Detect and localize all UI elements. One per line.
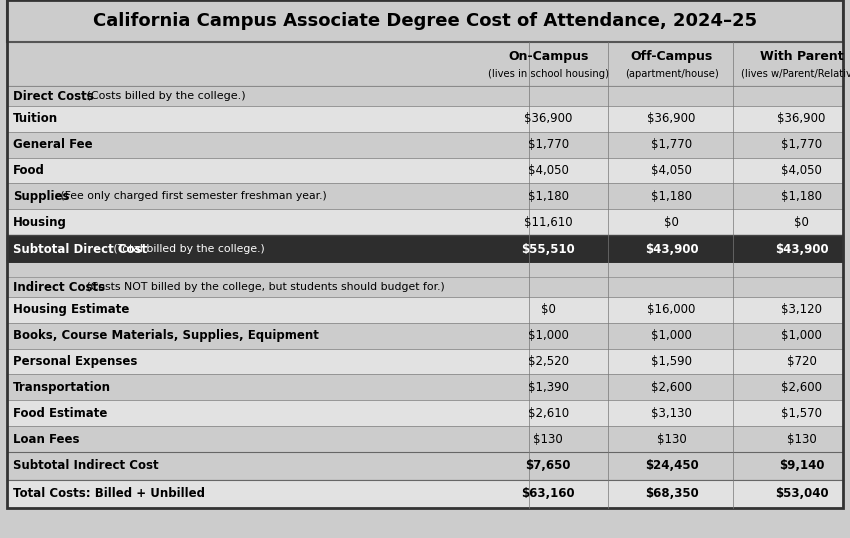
Text: $1,770: $1,770 [528, 138, 569, 151]
Text: $3,130: $3,130 [651, 407, 692, 420]
Text: $1,180: $1,180 [651, 190, 692, 203]
Bar [7, 0, 843, 42]
Text: Total Costs: Billed + Unbilled: Total Costs: Billed + Unbilled [13, 487, 205, 500]
Text: $1,770: $1,770 [781, 138, 822, 151]
Text: $43,900: $43,900 [644, 243, 699, 256]
Bar [7, 235, 843, 263]
Text: Off-Campus: Off-Campus [631, 49, 712, 62]
Text: (lives in school housing): (lives in school housing) [488, 69, 609, 79]
Text: $1,180: $1,180 [528, 190, 569, 203]
Text: $4,050: $4,050 [781, 164, 822, 177]
Text: $11,610: $11,610 [524, 216, 573, 229]
Text: $4,050: $4,050 [651, 164, 692, 177]
Text: (Total billed by the college.): (Total billed by the college.) [110, 244, 264, 254]
Text: $16,000: $16,000 [648, 303, 695, 316]
Text: $1,000: $1,000 [781, 329, 822, 342]
Text: Tuition: Tuition [13, 112, 58, 125]
Text: $1,000: $1,000 [528, 329, 569, 342]
Text: $2,600: $2,600 [781, 381, 822, 394]
Text: Indirect Costs: Indirect Costs [13, 280, 105, 294]
Text: On-Campus: On-Campus [508, 49, 588, 62]
Text: Personal Expenses: Personal Expenses [13, 355, 137, 368]
Text: $55,510: $55,510 [521, 243, 575, 256]
Text: $2,520: $2,520 [528, 355, 569, 368]
Text: $1,390: $1,390 [528, 381, 569, 394]
Text: $130: $130 [656, 433, 686, 445]
Text: $4,050: $4,050 [528, 164, 569, 177]
Text: (Costs billed by the college.): (Costs billed by the college.) [83, 91, 246, 101]
Text: $3,120: $3,120 [781, 303, 822, 316]
Bar [7, 263, 843, 277]
Bar [7, 106, 843, 132]
Text: Supplies: Supplies [13, 190, 69, 203]
Text: $36,900: $36,900 [778, 112, 825, 125]
Text: Subtotal Indirect Cost: Subtotal Indirect Cost [13, 459, 158, 472]
Text: $68,350: $68,350 [644, 487, 699, 500]
Text: $1,000: $1,000 [651, 329, 692, 342]
Bar [7, 323, 843, 349]
Bar [7, 349, 843, 374]
Text: $63,160: $63,160 [521, 487, 575, 500]
Text: $0: $0 [664, 216, 679, 229]
Text: $43,900: $43,900 [774, 243, 829, 256]
Text: $7,650: $7,650 [525, 459, 571, 472]
Text: $2,610: $2,610 [528, 407, 569, 420]
Text: (lives w/Parent/Relative): (lives w/Parent/Relative) [741, 69, 850, 79]
Text: $1,180: $1,180 [781, 190, 822, 203]
Text: $720: $720 [786, 355, 817, 368]
Text: $24,450: $24,450 [644, 459, 699, 472]
Text: $36,900: $36,900 [648, 112, 695, 125]
Text: With Parent: With Parent [760, 49, 843, 62]
Bar [7, 183, 843, 209]
Text: Loan Fees: Loan Fees [13, 433, 79, 445]
Text: Food Estimate: Food Estimate [13, 407, 107, 420]
Text: Books, Course Materials, Supplies, Equipment: Books, Course Materials, Supplies, Equip… [13, 329, 319, 342]
Text: $1,590: $1,590 [651, 355, 692, 368]
Text: $0: $0 [541, 303, 556, 316]
Text: (Costs NOT billed by the college, but students should budget for.): (Costs NOT billed by the college, but st… [83, 282, 445, 292]
Bar [7, 426, 843, 452]
Text: $1,770: $1,770 [651, 138, 692, 151]
Text: $36,900: $36,900 [524, 112, 572, 125]
Bar [7, 86, 843, 106]
Bar [7, 42, 843, 86]
Bar [7, 158, 843, 183]
Text: General Fee: General Fee [13, 138, 93, 151]
Bar [7, 480, 843, 508]
Text: Food: Food [13, 164, 44, 177]
Bar [7, 400, 843, 426]
Text: $53,040: $53,040 [774, 487, 829, 500]
Text: Transportation: Transportation [13, 381, 110, 394]
Bar [7, 297, 843, 323]
Text: $0: $0 [794, 216, 809, 229]
Text: $130: $130 [786, 433, 816, 445]
Text: $2,600: $2,600 [651, 381, 692, 394]
Text: $130: $130 [534, 433, 563, 445]
Text: $1,570: $1,570 [781, 407, 822, 420]
Text: (Fee only charged first semester freshman year.): (Fee only charged first semester freshma… [57, 192, 326, 201]
Bar [7, 452, 843, 480]
Text: $9,140: $9,140 [779, 459, 824, 472]
Text: California Campus Associate Degree Cost of Attendance, 2024–25: California Campus Associate Degree Cost … [93, 12, 757, 30]
Bar [7, 374, 843, 400]
Text: Housing Estimate: Housing Estimate [13, 303, 129, 316]
Text: (apartment/house): (apartment/house) [625, 69, 718, 79]
Text: Housing: Housing [13, 216, 66, 229]
Bar [7, 277, 843, 297]
Bar [7, 132, 843, 158]
Text: Subtotal Direct Cost: Subtotal Direct Cost [13, 243, 147, 256]
Bar [7, 209, 843, 235]
Text: Direct Costs: Direct Costs [13, 89, 94, 103]
